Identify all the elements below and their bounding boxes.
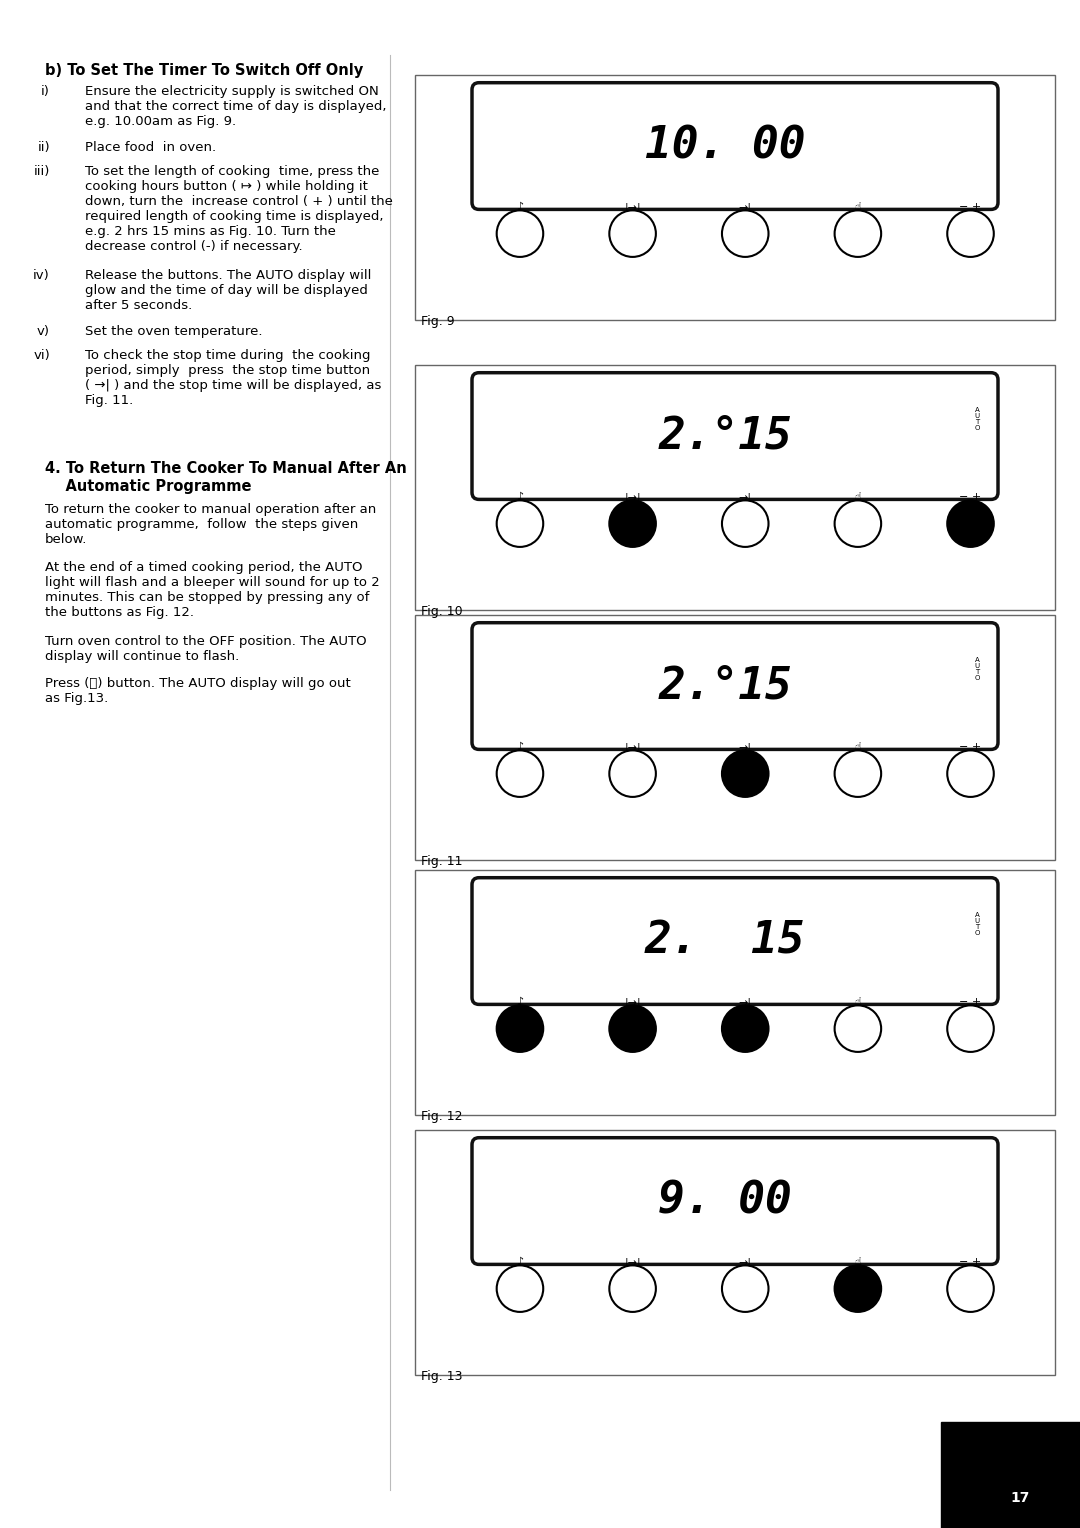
Text: A
U
T
O: A U T O — [974, 657, 980, 681]
Text: Set the oven temperature.: Set the oven temperature. — [85, 325, 262, 338]
Text: vi): vi) — [33, 348, 50, 362]
FancyBboxPatch shape — [472, 1138, 998, 1264]
Circle shape — [609, 1265, 656, 1313]
Text: Turn oven control to the OFF position. The AUTO
display will continue to flash.: Turn oven control to the OFF position. T… — [45, 636, 366, 663]
Text: ♪: ♪ — [516, 1258, 524, 1267]
FancyBboxPatch shape — [472, 83, 998, 209]
Bar — [415, 1131, 1055, 1375]
Text: ☝: ☝ — [854, 1258, 861, 1267]
Text: 10. 00: 10. 00 — [645, 125, 806, 168]
Text: ♪: ♪ — [516, 743, 524, 752]
Text: Release the buttons. The AUTO display will
glow and the time of day will be disp: Release the buttons. The AUTO display wi… — [85, 269, 372, 312]
Text: ☝: ☝ — [854, 202, 861, 212]
Text: |→|: |→| — [624, 1258, 640, 1268]
Text: At the end of a timed cooking period, the AUTO
light will flash and a bleeper wi: At the end of a timed cooking period, th… — [45, 561, 380, 619]
Text: 9. 00: 9. 00 — [658, 1180, 792, 1222]
Text: Ensure the electricity supply is switched ON
and that the correct time of day is: Ensure the electricity supply is switche… — [85, 86, 387, 128]
Text: − +: − + — [959, 743, 982, 752]
Text: b) To Set The Timer To Switch Off Only: b) To Set The Timer To Switch Off Only — [45, 63, 363, 78]
Circle shape — [947, 1005, 994, 1051]
Text: − +: − + — [959, 492, 982, 503]
Bar — [415, 869, 1055, 1115]
Text: |→|: |→| — [624, 998, 640, 1007]
Circle shape — [609, 750, 656, 798]
Text: →|: →| — [739, 743, 752, 753]
Circle shape — [721, 1265, 769, 1313]
Circle shape — [835, 1005, 881, 1051]
Text: 2.°15: 2.°15 — [658, 665, 792, 707]
Text: →|: →| — [739, 202, 752, 212]
Text: A
U
T
O: A U T O — [974, 912, 980, 937]
Text: iii): iii) — [33, 165, 50, 177]
Circle shape — [609, 1005, 656, 1051]
Text: To return the cooker to manual operation after an
automatic programme,  follow  : To return the cooker to manual operation… — [45, 503, 376, 545]
Text: ☝: ☝ — [854, 743, 861, 752]
Circle shape — [497, 1265, 543, 1313]
Text: →|: →| — [739, 1258, 752, 1268]
Circle shape — [721, 500, 769, 547]
Text: ♪: ♪ — [516, 202, 524, 212]
Text: To set the length of cooking  time, press the
cooking hours button ( ↦ ) while h: To set the length of cooking time, press… — [85, 165, 393, 254]
Text: A
U
T
O: A U T O — [974, 406, 980, 431]
Text: ♪: ♪ — [516, 998, 524, 1007]
Circle shape — [835, 750, 881, 798]
Text: − +: − + — [959, 1258, 982, 1267]
Text: Fig. 10: Fig. 10 — [421, 605, 462, 617]
Bar — [415, 614, 1055, 860]
FancyBboxPatch shape — [472, 373, 998, 500]
Text: Fig. 13: Fig. 13 — [421, 1371, 462, 1383]
Text: iv): iv) — [33, 269, 50, 283]
Text: i): i) — [41, 86, 50, 98]
Text: − +: − + — [959, 998, 982, 1007]
Circle shape — [609, 211, 656, 257]
Circle shape — [835, 211, 881, 257]
Text: Fig. 9: Fig. 9 — [421, 315, 455, 329]
Text: − +: − + — [959, 202, 982, 212]
FancyBboxPatch shape — [472, 623, 998, 749]
Text: 17: 17 — [1010, 1491, 1029, 1505]
Circle shape — [947, 500, 994, 547]
Text: 2.  15: 2. 15 — [645, 920, 806, 963]
Circle shape — [835, 500, 881, 547]
Text: ☝: ☝ — [854, 998, 861, 1007]
Circle shape — [721, 211, 769, 257]
Circle shape — [947, 750, 994, 798]
Circle shape — [497, 500, 543, 547]
Circle shape — [721, 750, 769, 798]
Text: Fig. 11: Fig. 11 — [421, 856, 462, 868]
Text: →|: →| — [739, 492, 752, 503]
Text: Press (Ⓢ) button. The AUTO display will go out
as Fig.13.: Press (Ⓢ) button. The AUTO display will … — [45, 677, 351, 704]
Text: →|: →| — [739, 998, 752, 1007]
Bar — [415, 75, 1055, 319]
Bar — [415, 365, 1055, 610]
Text: 4. To Return The Cooker To Manual After An: 4. To Return The Cooker To Manual After … — [45, 461, 407, 477]
Circle shape — [609, 500, 656, 547]
Circle shape — [835, 1265, 881, 1313]
Circle shape — [947, 1265, 994, 1313]
Text: Place food  in oven.: Place food in oven. — [85, 141, 216, 154]
Text: Fig. 12: Fig. 12 — [421, 1109, 462, 1123]
Text: v): v) — [37, 325, 50, 338]
Circle shape — [497, 750, 543, 798]
Text: ☝: ☝ — [854, 492, 861, 503]
Circle shape — [721, 1005, 769, 1051]
Text: Automatic Programme: Automatic Programme — [45, 478, 252, 494]
Text: ii): ii) — [38, 141, 50, 154]
Text: To check the stop time during  the cooking
period, simply  press  the stop time : To check the stop time during the cookin… — [85, 348, 381, 406]
Text: |→|: |→| — [624, 202, 640, 212]
Text: ♪: ♪ — [516, 492, 524, 503]
Circle shape — [497, 211, 543, 257]
Text: |→|: |→| — [624, 492, 640, 503]
FancyBboxPatch shape — [472, 877, 998, 1004]
Text: |→|: |→| — [624, 743, 640, 753]
Circle shape — [497, 1005, 543, 1051]
Circle shape — [947, 211, 994, 257]
Text: 2.°15: 2.°15 — [658, 414, 792, 457]
